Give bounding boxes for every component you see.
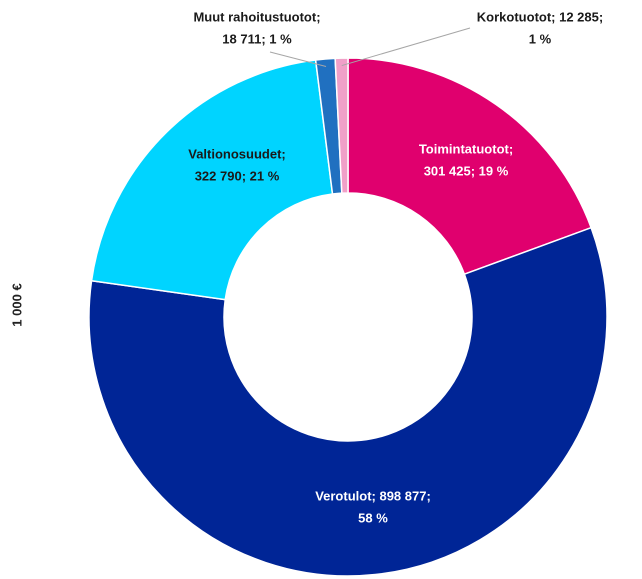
donut-slice bbox=[88, 226, 608, 577]
data-label: 18 711; 1 % bbox=[222, 31, 292, 46]
data-label: Valtionosuudet; bbox=[188, 146, 286, 161]
data-label: 58 % bbox=[358, 510, 388, 525]
data-label: Verotulot; 898 877; bbox=[315, 488, 431, 503]
data-label: 301 425; 19 % bbox=[424, 163, 509, 178]
data-label: 1 % bbox=[529, 31, 552, 46]
donut-slice bbox=[347, 57, 593, 276]
data-label: Toimintatuotot; bbox=[419, 141, 513, 156]
donut-slice bbox=[90, 59, 334, 301]
y-axis-label: 1 000 € bbox=[9, 283, 24, 326]
data-label: Muut rahoitustuotot; bbox=[193, 9, 320, 24]
data-label: 322 790; 21 % bbox=[195, 168, 280, 183]
donut-slice bbox=[334, 57, 349, 194]
leader-line bbox=[269, 51, 327, 67]
leader-line bbox=[341, 27, 471, 67]
data-label: Korkotuotot; 12 285; bbox=[477, 9, 603, 24]
